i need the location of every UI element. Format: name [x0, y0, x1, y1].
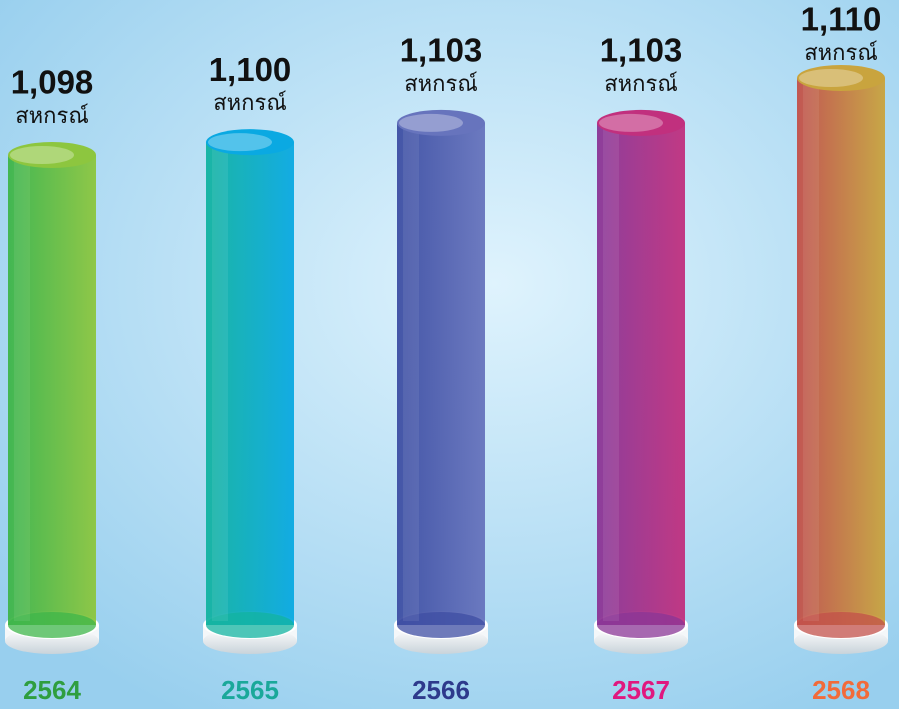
bar-shine — [403, 126, 419, 622]
unit-label: สหกรณ์ — [213, 91, 286, 116]
bar-shine — [803, 82, 819, 621]
bar-top — [597, 109, 685, 136]
x-tick-label: 2564 — [23, 675, 81, 705]
unit-label: สหกรณ์ — [604, 72, 677, 97]
bar-top — [208, 133, 272, 152]
bar — [8, 155, 96, 625]
x-tick-label: 2568 — [812, 675, 870, 705]
bar-top — [206, 129, 294, 156]
unit-label: สหกรณ์ — [15, 104, 88, 129]
bar — [597, 122, 685, 626]
bar-top — [797, 65, 885, 91]
bar-bottom — [206, 612, 294, 638]
bar-bottom — [597, 612, 685, 638]
bar-bottom — [797, 612, 885, 638]
bar-top — [10, 146, 74, 164]
value-label: 1,098 — [11, 64, 94, 101]
x-tick-label: 2566 — [412, 675, 470, 705]
bar-shine — [603, 126, 619, 622]
bar-bottom — [8, 612, 96, 638]
value-label: 1,100 — [209, 51, 292, 88]
bar-top — [399, 113, 463, 132]
bar-top — [8, 142, 96, 168]
x-tick-label: 2567 — [612, 675, 670, 705]
unit-label: สหกรณ์ — [404, 72, 477, 97]
bar — [397, 122, 485, 626]
bar-top — [599, 113, 663, 132]
value-label: 1,103 — [400, 32, 483, 69]
bar — [797, 78, 885, 625]
unit-label: สหกรณ์ — [804, 41, 877, 66]
value-label: 1,110 — [801, 1, 882, 38]
bar-top — [799, 69, 863, 87]
value-label: 1,103 — [600, 32, 683, 69]
bar-shine — [212, 146, 228, 621]
bar-shine — [14, 159, 30, 621]
bar-top — [397, 109, 485, 136]
bar-bottom — [397, 612, 485, 638]
bar — [206, 142, 294, 625]
x-tick-label: 2565 — [221, 675, 279, 705]
